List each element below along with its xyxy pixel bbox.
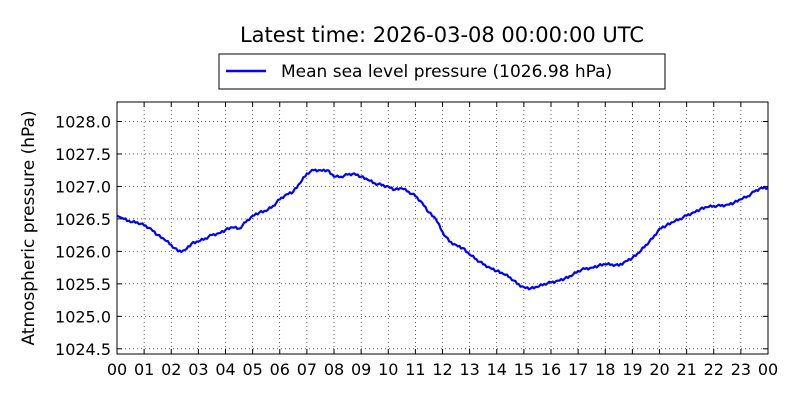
plot-frame — [116, 101, 769, 355]
x-tick-label: 23 — [731, 360, 751, 379]
series-line-0 — [116, 168, 769, 291]
x-tick-label: 03 — [188, 360, 208, 379]
x-tick-label: 01 — [134, 360, 154, 379]
y-tick-label: 1025.0 — [55, 307, 111, 326]
x-tick-label: 12 — [432, 360, 452, 379]
y-tick-label: 1026.5 — [55, 210, 111, 229]
x-tick-label: 19 — [622, 360, 642, 379]
y-tick-label: 1024.5 — [55, 340, 111, 359]
y-tick-label: 1025.5 — [55, 275, 111, 294]
x-tick-label: 18 — [595, 360, 615, 379]
x-tick-label: 02 — [161, 360, 181, 379]
series-layer — [116, 168, 769, 291]
x-tick-label: 04 — [215, 360, 235, 379]
x-tick-label: 08 — [324, 360, 344, 379]
legend-label: Mean sea level pressure (1026.98 hPa) — [281, 62, 612, 82]
x-tick-label: 20 — [649, 360, 669, 379]
y-tick-label: 1027.5 — [55, 145, 111, 164]
legend-box — [218, 53, 666, 90]
x-tick-label: 00 — [107, 360, 127, 379]
y-tick-label: 1026.0 — [55, 242, 111, 261]
x-tick-label: 07 — [297, 360, 317, 379]
x-tick-label: 09 — [351, 360, 371, 379]
x-tick-label: 15 — [514, 360, 534, 379]
y-tick-label: 1028.0 — [55, 112, 111, 131]
x-tick-label: 13 — [459, 360, 479, 379]
x-tick-label: 00 — [758, 360, 778, 379]
y-axis-title: Atmospheric pressure (hPa) — [19, 110, 39, 345]
x-tick-label: 21 — [676, 360, 696, 379]
legend: Mean sea level pressure (1026.98 hPa) — [218, 53, 666, 90]
x-tick-label: 14 — [487, 360, 507, 379]
y-tick-label: 1027.0 — [55, 177, 111, 196]
x-axis-ticks: 00 01 02 03 04 05 06 07 08 09 10 11 12 13 14 15 16 17 18 19… — [107, 102, 778, 379]
x-tick-label: 17 — [568, 360, 588, 379]
chart-title: Latest time: 2026-03-08 00:00:00 UTC — [240, 23, 644, 47]
x-tick-label: 10 — [378, 360, 398, 379]
x-tick-label: 11 — [405, 360, 425, 379]
x-tick-label: 06 — [270, 360, 290, 379]
x-tick-label: 22 — [704, 360, 724, 379]
grid — [116, 102, 769, 354]
x-tick-label: 05 — [242, 360, 262, 379]
x-tick-label: 16 — [541, 360, 561, 379]
y-axis-ticks: 1024.5 1025.0 1025.5 1026.0 1026.5 1027.0 1027… — [55, 112, 768, 359]
